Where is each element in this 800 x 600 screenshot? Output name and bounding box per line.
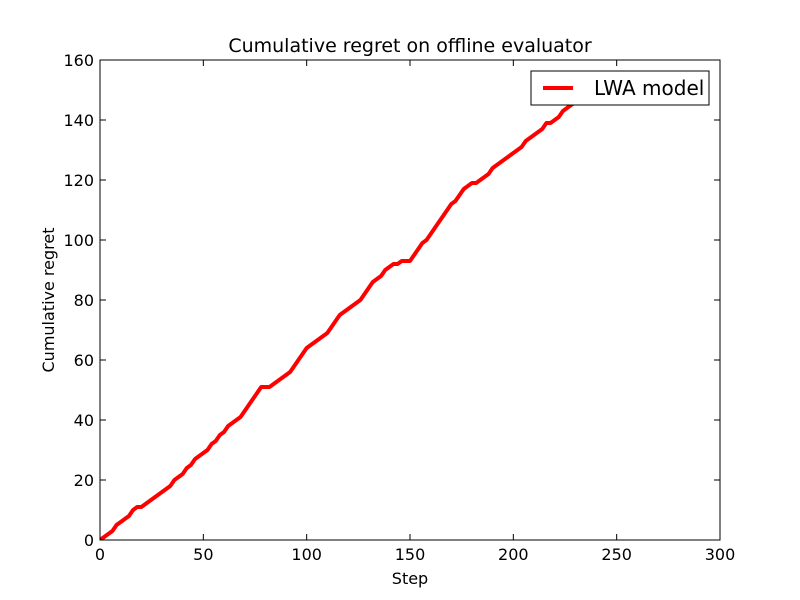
x-tick-label: 0 xyxy=(95,545,105,564)
y-tick-label: 40 xyxy=(74,411,94,430)
series-line-0 xyxy=(100,79,607,540)
legend: LWA model xyxy=(530,70,710,106)
y-tick-label: 60 xyxy=(74,351,94,370)
x-tick-label: 100 xyxy=(291,545,322,564)
y-tick-label: 0 xyxy=(84,531,94,550)
chart-title: Cumulative regret on offline evaluator xyxy=(228,35,592,57)
plot-area: 0 50 100 150 200 250 300 0 20 40 60 80 100 120 140 160 xyxy=(63,51,735,564)
y-axis-title: Cumulative regret xyxy=(39,228,58,373)
x-tick-label: 300 xyxy=(705,545,736,564)
y-tick-label: 20 xyxy=(74,471,94,490)
x-axis-title: Step xyxy=(392,569,428,588)
x-tick-label: 200 xyxy=(498,545,529,564)
y-tick-label: 160 xyxy=(63,51,94,70)
x-tick-label: 50 xyxy=(193,545,213,564)
legend-label: LWA model xyxy=(594,76,704,100)
y-tick-label: 140 xyxy=(63,111,94,130)
y-tick-label: 100 xyxy=(63,231,94,250)
x-tick-label: 250 xyxy=(601,545,632,564)
y-tick-label: 120 xyxy=(63,171,94,190)
axes-frame xyxy=(99,59,721,541)
x-tick-label: 150 xyxy=(395,545,426,564)
y-tick-label: 80 xyxy=(74,291,94,310)
